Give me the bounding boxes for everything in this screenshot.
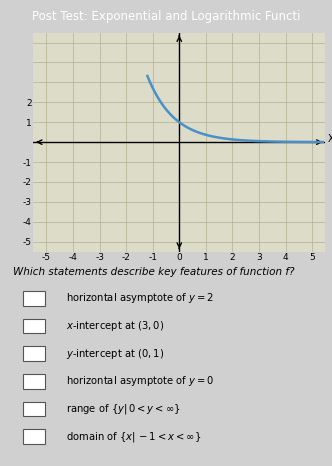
Bar bbox=[23, 346, 45, 361]
Text: domain of $\{x|\,-1 < x < \infty\}$: domain of $\{x|\,-1 < x < \infty\}$ bbox=[66, 430, 202, 444]
Bar bbox=[23, 402, 45, 416]
Bar bbox=[23, 291, 45, 306]
Text: Which statements describe key features of function f?: Which statements describe key features o… bbox=[13, 267, 295, 277]
Text: range of $\{y|\,0 < y < \infty\}$: range of $\{y|\,0 < y < \infty\}$ bbox=[66, 402, 181, 416]
Bar bbox=[23, 319, 45, 333]
Text: Post Test: Exponential and Logarithmic Functi: Post Test: Exponential and Logarithmic F… bbox=[32, 10, 300, 23]
Bar bbox=[23, 429, 45, 444]
Text: horizontal asymptote of $y = 2$: horizontal asymptote of $y = 2$ bbox=[66, 291, 214, 305]
Bar bbox=[23, 374, 45, 389]
Text: horizontal asymptote of $y = 0$: horizontal asymptote of $y = 0$ bbox=[66, 374, 215, 388]
Text: $y$-intercept at $(0, 1)$: $y$-intercept at $(0, 1)$ bbox=[66, 347, 165, 361]
Text: X: X bbox=[328, 134, 332, 144]
Text: $x$-intercept at $(3, 0)$: $x$-intercept at $(3, 0)$ bbox=[66, 319, 165, 333]
